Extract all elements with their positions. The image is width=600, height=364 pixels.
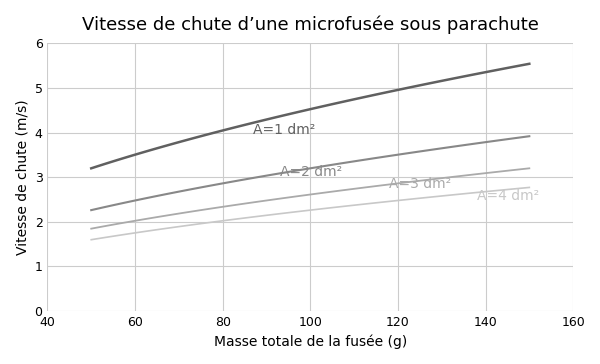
Text: A=4 dm²: A=4 dm² xyxy=(477,189,539,203)
Title: Vitesse de chute d’une microfusée sous parachute: Vitesse de chute d’une microfusée sous p… xyxy=(82,15,539,33)
X-axis label: Masse totale de la fusée (g): Masse totale de la fusée (g) xyxy=(214,335,407,349)
Text: A=1 dm²: A=1 dm² xyxy=(253,123,316,137)
Text: A=2 dm²: A=2 dm² xyxy=(280,165,342,179)
Text: A=3 dm²: A=3 dm² xyxy=(389,177,451,191)
Y-axis label: Vitesse de chute (m/s): Vitesse de chute (m/s) xyxy=(15,99,29,255)
